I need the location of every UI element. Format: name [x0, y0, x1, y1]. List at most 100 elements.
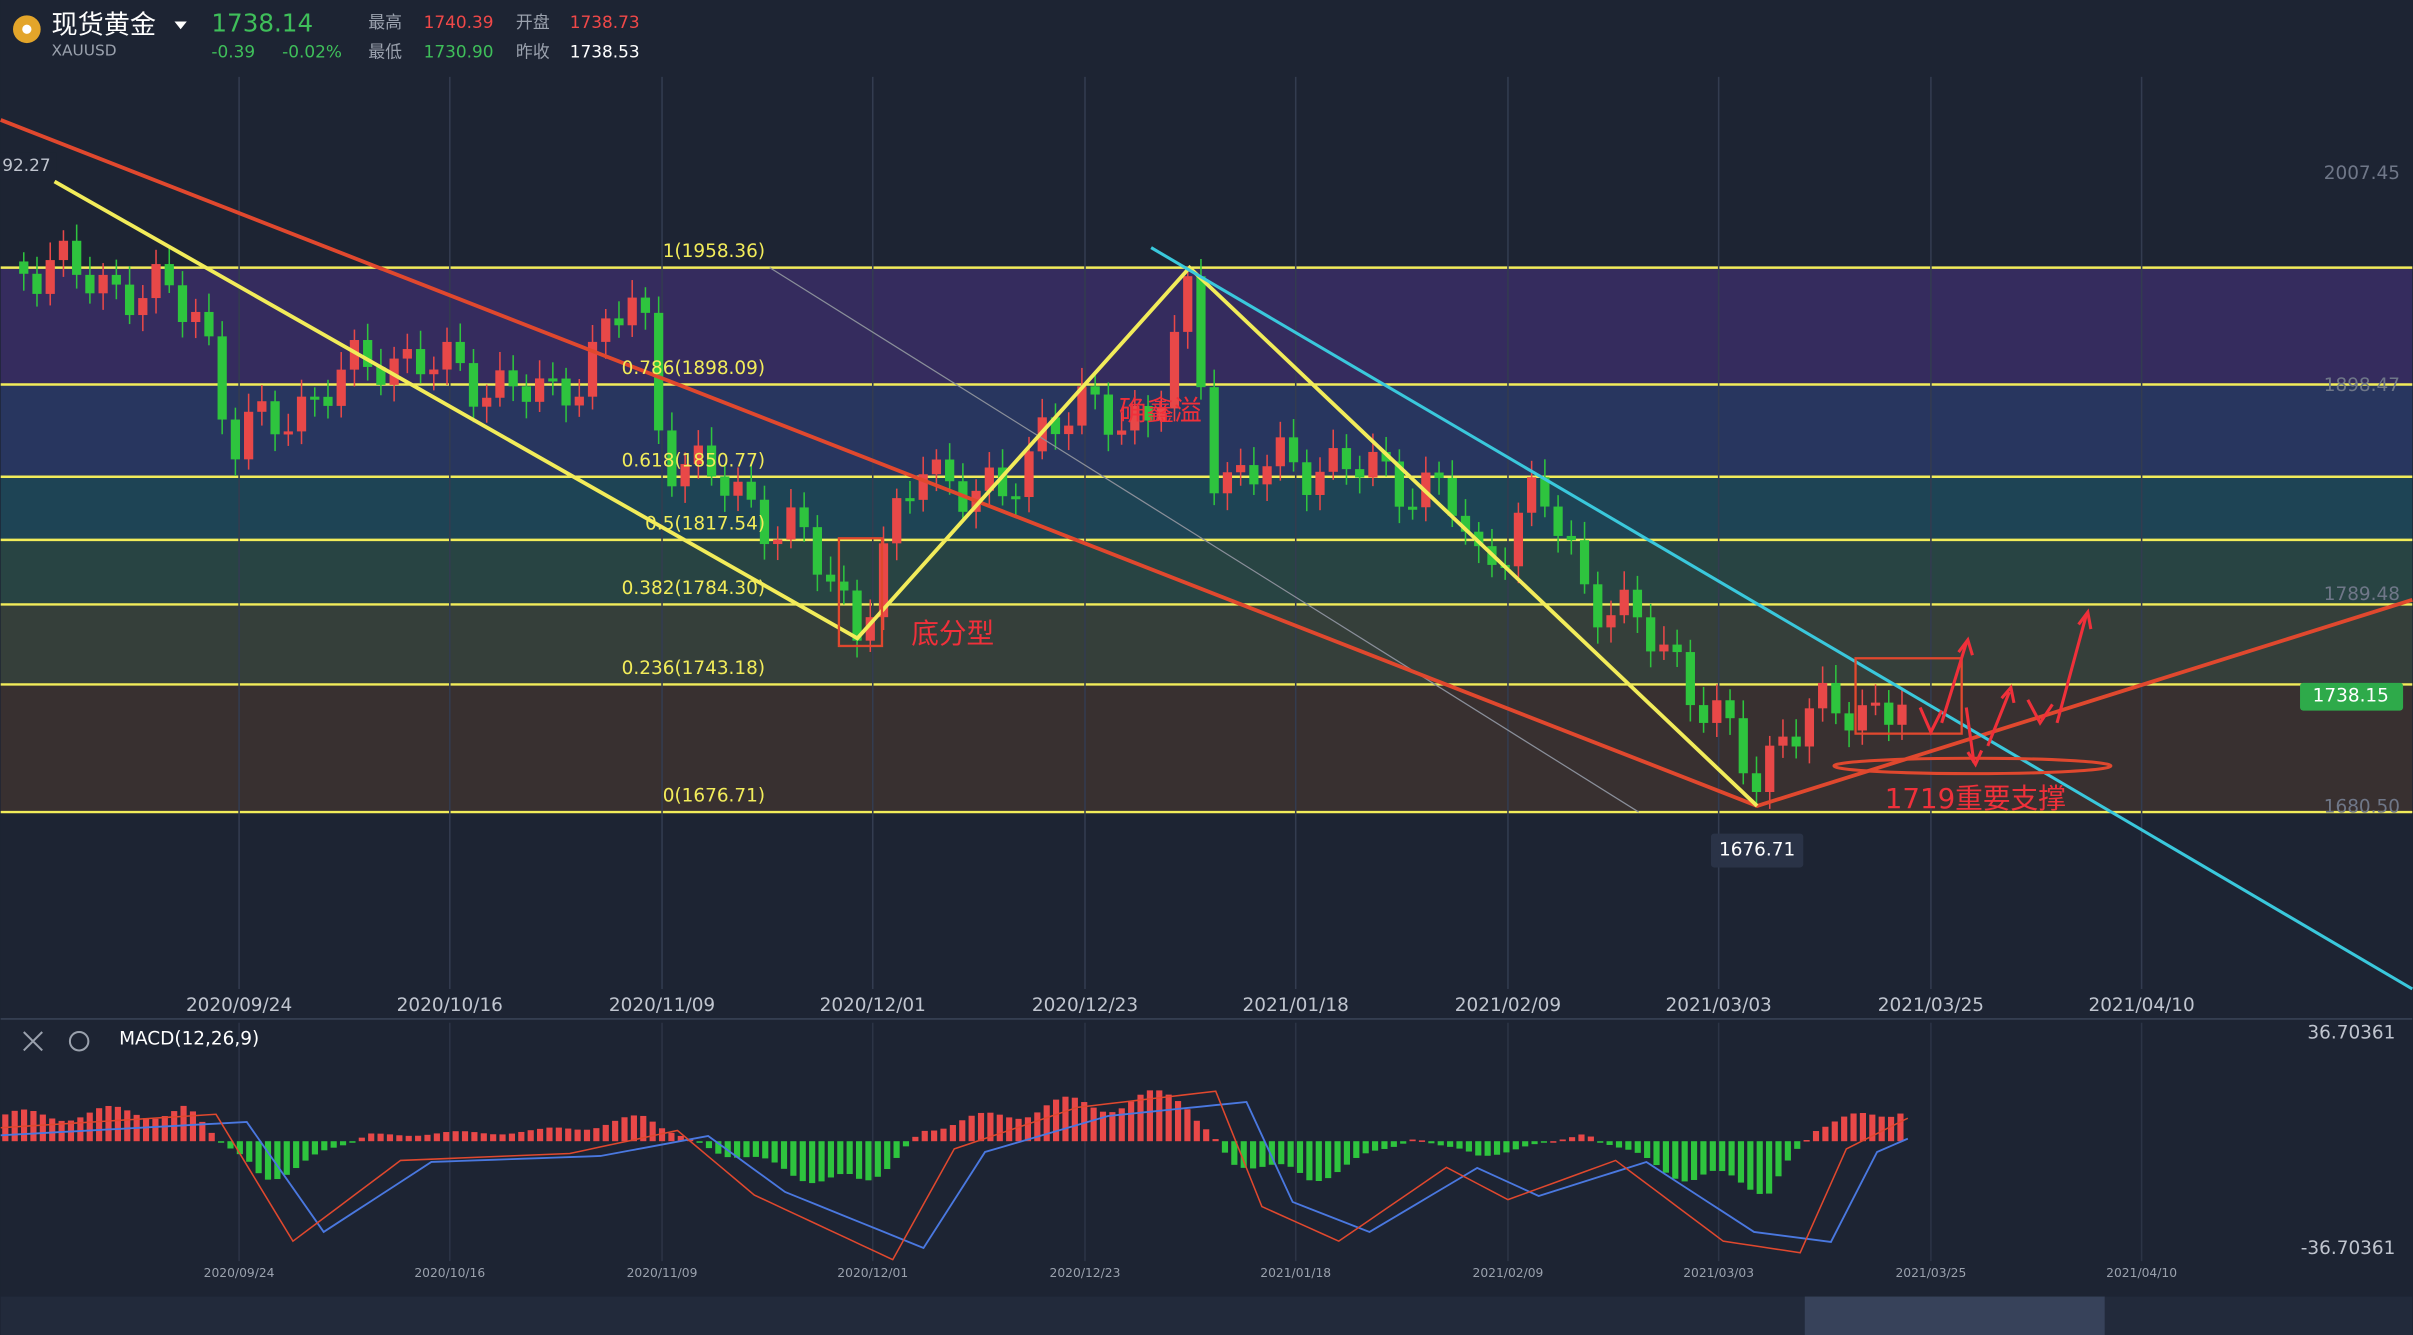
high: 1740.39	[424, 12, 494, 32]
macd-bar	[339, 1141, 347, 1146]
macd-bar	[1512, 1141, 1519, 1150]
macd-bar	[49, 1118, 56, 1142]
macd-bar	[1118, 1108, 1125, 1142]
macd-bar	[1146, 1090, 1153, 1142]
macd-date-label: 2020/12/23	[1050, 1266, 1121, 1280]
candle	[138, 298, 148, 316]
macd-bar	[602, 1124, 609, 1142]
yellow-wave	[53, 179, 1759, 808]
macd-bar	[565, 1128, 572, 1142]
candle	[654, 312, 664, 431]
candle	[1288, 437, 1299, 463]
candle	[429, 369, 439, 375]
candle	[852, 590, 862, 641]
macd-bar	[1531, 1141, 1538, 1145]
macd-bar	[1522, 1141, 1529, 1147]
price: 1738.14	[211, 9, 313, 38]
prev-close: 1738.53	[570, 41, 640, 61]
label: 最高	[368, 12, 402, 32]
guide-line	[769, 267, 1640, 813]
macd-bar	[358, 1137, 365, 1142]
macd-bar	[1184, 1109, 1191, 1142]
annotation: 确鑫溢	[1119, 394, 1202, 427]
macd-bar	[1475, 1141, 1482, 1156]
candle	[244, 411, 254, 460]
candle	[1672, 644, 1682, 653]
candle	[1884, 702, 1894, 725]
candle	[1513, 512, 1524, 567]
candle	[1844, 713, 1854, 731]
macd-bar	[771, 1141, 778, 1163]
candle	[1249, 465, 1259, 485]
dropdown[interactable]	[174, 21, 187, 30]
current-price: 1738.15	[2313, 686, 2389, 707]
label: 昨收	[516, 41, 550, 61]
macd-bar	[246, 1141, 253, 1162]
close-icon[interactable]	[23, 1031, 43, 1052]
low-tag	[1710, 833, 1804, 868]
macd-bar	[630, 1115, 637, 1142]
macd-date-label: 2020/11/09	[627, 1266, 698, 1280]
tab-selected	[1804, 1296, 2105, 1335]
macd-bar	[1737, 1141, 1745, 1183]
candle	[1619, 589, 1629, 616]
macd-bar	[1053, 1099, 1060, 1142]
label: 开盘	[516, 12, 550, 32]
candle	[1381, 451, 1391, 462]
candle	[1262, 466, 1272, 485]
macd-bar	[1278, 1141, 1285, 1165]
macd-bar	[921, 1130, 928, 1142]
macd-bar	[977, 1112, 985, 1142]
macd-bar	[1418, 1140, 1426, 1142]
candle	[19, 261, 29, 274]
separator	[0, 1018, 2413, 1020]
fib-band	[0, 384, 2413, 477]
candle	[482, 397, 492, 407]
macd-bar	[855, 1141, 863, 1179]
candle	[1196, 276, 1206, 388]
candle	[1765, 745, 1775, 792]
fib-label: 0.5(1817.54)	[645, 513, 765, 534]
candle	[1130, 406, 1140, 431]
macd-bar	[658, 1128, 666, 1142]
macd-bar	[1240, 1141, 1247, 1168]
fib-label: 0.236(1743.18)	[622, 658, 765, 679]
candle	[1566, 535, 1576, 541]
candle	[1579, 540, 1590, 585]
macd-signal	[0, 1101, 1909, 1250]
macd-bar	[1597, 1141, 1604, 1143]
settings-icon[interactable]	[68, 1031, 90, 1052]
candle	[945, 459, 955, 482]
macd-bar	[218, 1141, 225, 1143]
candle	[786, 507, 796, 540]
macd-bar	[1559, 1139, 1566, 1142]
macd-bar	[1165, 1094, 1172, 1142]
macd-bar	[546, 1127, 553, 1142]
candle	[601, 318, 611, 342]
macd-bar	[1381, 1141, 1388, 1149]
candle	[402, 349, 412, 359]
candle	[468, 363, 479, 407]
macd-bar	[386, 1134, 394, 1142]
macd-bar	[612, 1120, 619, 1142]
macd-bar	[1221, 1141, 1229, 1153]
candle	[720, 476, 730, 496]
macd-bar	[734, 1141, 741, 1158]
macd-bar	[1259, 1141, 1266, 1167]
candle	[310, 396, 320, 400]
candle	[177, 285, 188, 323]
macd-bar	[461, 1131, 469, 1142]
macd-date-label: 2021/02/09	[1473, 1266, 1544, 1280]
macd-bar	[1728, 1141, 1735, 1176]
candle	[1434, 472, 1444, 479]
macd-bar	[1587, 1136, 1594, 1142]
macd-bar	[1437, 1141, 1444, 1146]
macd-bar	[283, 1141, 290, 1175]
candle	[574, 396, 584, 406]
candle	[1527, 477, 1537, 513]
macd-bar	[1878, 1116, 1885, 1142]
candle	[349, 340, 360, 370]
price-label: 1898.47	[2324, 375, 2400, 396]
